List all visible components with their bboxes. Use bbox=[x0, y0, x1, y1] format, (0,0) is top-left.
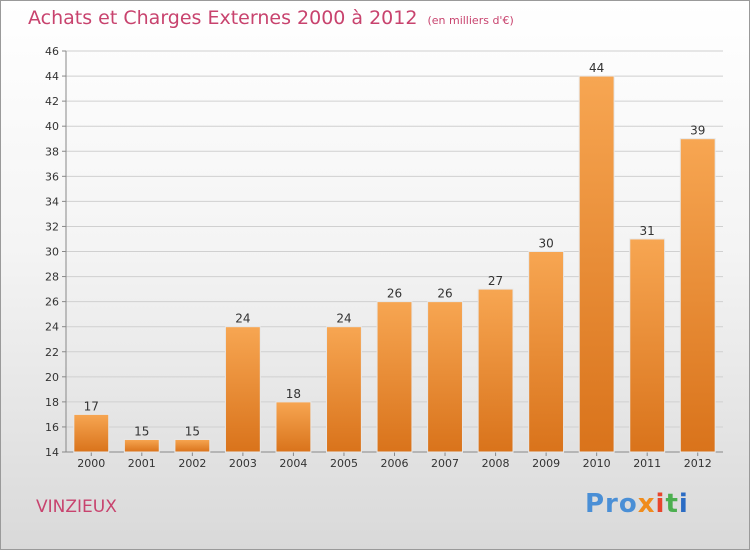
x-tick-label-2009: 2009 bbox=[532, 457, 560, 470]
x-tick-label-2008: 2008 bbox=[482, 457, 510, 470]
value-label-2008: 27 bbox=[488, 274, 503, 288]
y-tick-label: 14 bbox=[45, 446, 59, 459]
y-tick-label: 38 bbox=[45, 145, 59, 158]
value-label-2006: 26 bbox=[387, 287, 402, 301]
logo-part: i bbox=[678, 489, 689, 519]
bar-2012 bbox=[679, 138, 716, 453]
x-tick-label-2006: 2006 bbox=[381, 457, 409, 470]
chart-title: Achats et Charges Externes 2000 à 2012 (e… bbox=[28, 7, 514, 29]
bar-2007 bbox=[427, 301, 463, 453]
y-tick-label: 36 bbox=[45, 170, 59, 183]
value-label-2001: 15 bbox=[134, 424, 149, 438]
y-tick-label: 16 bbox=[45, 421, 59, 434]
bar-2010 bbox=[578, 75, 615, 453]
y-tick-label: 40 bbox=[45, 120, 59, 133]
bar-2004 bbox=[275, 401, 312, 453]
logo-part: Pro bbox=[585, 489, 638, 519]
value-label-2004: 18 bbox=[286, 387, 301, 401]
value-label-2007: 26 bbox=[437, 287, 452, 301]
value-label-2011: 31 bbox=[640, 224, 655, 238]
bar-2006 bbox=[376, 301, 413, 453]
y-tick-label: 46 bbox=[45, 45, 59, 58]
value-label-2002: 15 bbox=[185, 424, 200, 438]
logo-part: i bbox=[655, 489, 666, 519]
x-tick-label-2000: 2000 bbox=[77, 457, 105, 470]
x-tick-label-2005: 2005 bbox=[330, 457, 358, 470]
x-tick-label-2007: 2007 bbox=[431, 457, 459, 470]
value-label-2003: 24 bbox=[235, 312, 250, 326]
x-tick-label-2010: 2010 bbox=[583, 457, 611, 470]
x-tick-label-2012: 2012 bbox=[684, 457, 712, 470]
bar-2000 bbox=[73, 413, 110, 453]
y-tick-label: 42 bbox=[45, 95, 59, 108]
y-tick-label: 34 bbox=[45, 195, 59, 208]
proxiti-logo: Proxiti bbox=[585, 489, 689, 519]
bar-2001 bbox=[123, 438, 160, 453]
y-tick-label: 28 bbox=[45, 271, 59, 284]
chart-title-text: Achats et Charges Externes 2000 à 2012 bbox=[28, 7, 418, 29]
bar-2002 bbox=[174, 438, 211, 453]
y-tick-label: 44 bbox=[45, 70, 59, 83]
x-tick-label-2001: 2001 bbox=[128, 457, 156, 470]
chart-unit: (en milliers d'€) bbox=[427, 14, 514, 27]
y-tick-label: 20 bbox=[45, 371, 59, 384]
value-label-2005: 24 bbox=[336, 312, 351, 326]
value-label-2010: 44 bbox=[589, 61, 604, 75]
y-tick-label: 26 bbox=[45, 296, 59, 309]
y-tick-label: 24 bbox=[45, 321, 59, 334]
bar-2011 bbox=[629, 238, 666, 453]
commune-name: VINZIEUX bbox=[36, 497, 117, 517]
x-tick-label-2011: 2011 bbox=[633, 457, 661, 470]
y-tick-label: 18 bbox=[45, 396, 59, 409]
x-tick-label-2002: 2002 bbox=[178, 457, 206, 470]
x-tick-label-2004: 2004 bbox=[279, 457, 307, 470]
y-tick-label: 32 bbox=[45, 220, 59, 233]
y-tick-label: 22 bbox=[45, 346, 59, 359]
x-tick-label-2003: 2003 bbox=[229, 457, 257, 470]
value-label-2012: 39 bbox=[690, 124, 705, 138]
bar-2009 bbox=[528, 251, 565, 453]
value-label-2009: 30 bbox=[538, 237, 553, 251]
value-label-2000: 17 bbox=[84, 399, 99, 413]
logo-part: t bbox=[665, 489, 679, 519]
y-tick-label: 30 bbox=[45, 246, 59, 259]
bar-2005 bbox=[326, 326, 362, 453]
logo-part: x bbox=[637, 489, 656, 519]
bar-2008 bbox=[477, 288, 514, 453]
bar-2003 bbox=[224, 326, 261, 453]
